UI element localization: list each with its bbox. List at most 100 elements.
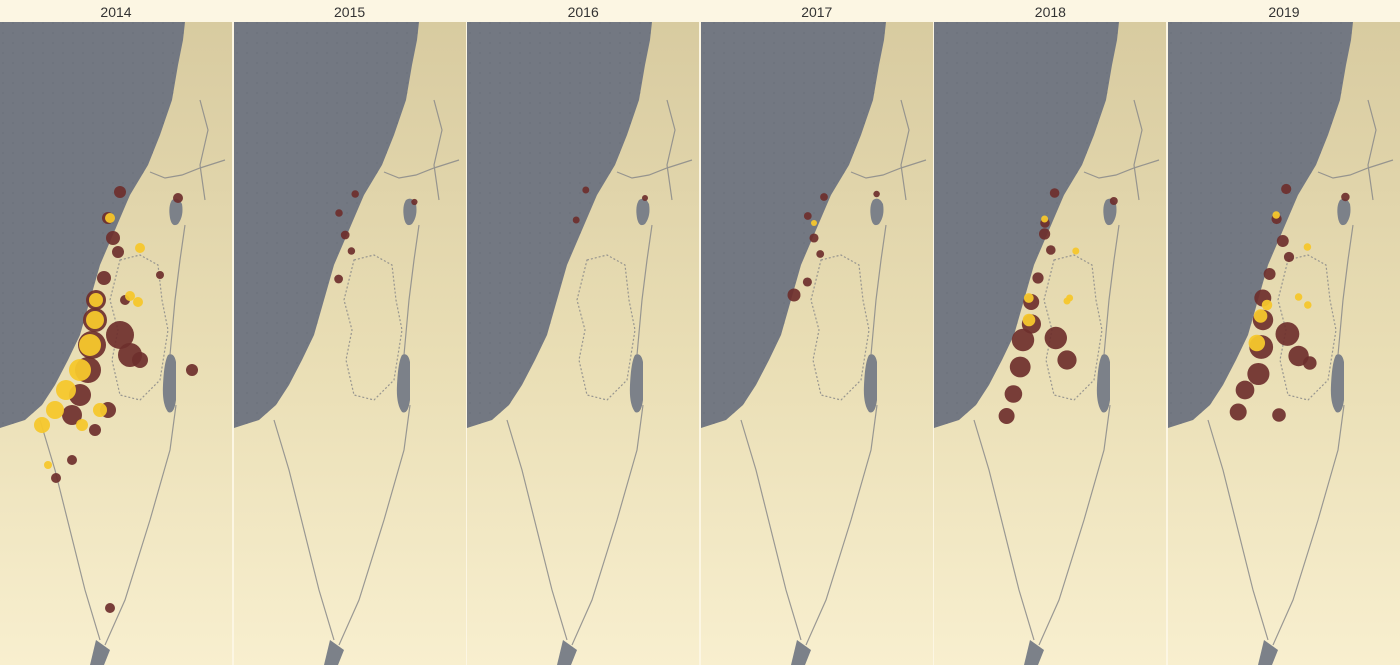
incident-point [1004,385,1023,403]
border-line [973,419,1035,641]
border-line [805,404,878,646]
lake-galilee [870,198,884,226]
border-line [149,159,226,179]
incident-point [1263,268,1276,280]
incident-point [112,246,124,258]
border-line [338,404,411,646]
border-line [616,159,693,179]
incident-point [334,209,343,217]
gulf-of-aqaba [90,640,110,665]
incident-point [97,271,111,285]
dark-incidents [572,186,649,224]
border-line [1043,254,1103,401]
border-line [740,419,802,641]
incident-point [1072,247,1080,255]
incident-point [89,293,103,307]
border-line [1207,419,1269,641]
incident-point [810,220,817,226]
border-line [1367,99,1377,201]
year-label-2018: 2018 [934,0,1167,22]
incident-point [1341,192,1350,202]
map-panel-2017[interactable]: 2017 [700,0,933,665]
border-line [1103,224,1120,356]
incident-point [56,380,76,400]
incident-point [1272,408,1286,422]
incident-point [582,186,590,194]
incident-point [76,419,88,431]
incident-point [44,461,52,469]
incident-point [809,233,819,243]
incident-point [132,352,148,368]
map-panel-2019[interactable]: 2019 [1167,0,1400,665]
border-line [571,404,644,646]
border-line [870,224,887,356]
dead-sea [162,354,176,413]
sea-texture [1167,22,1353,428]
incident-point [802,277,812,287]
incident-point [340,230,350,240]
incident-point [1010,356,1031,378]
incident-point [1050,188,1060,198]
incident-point [51,473,61,483]
map-panel-2016[interactable]: 2016 [467,0,700,665]
incident-point [1275,322,1300,346]
borders [39,99,226,646]
incident-point [1229,403,1247,421]
incident-point [34,417,50,433]
border-line [1133,99,1143,201]
dark-incidents [333,190,418,284]
incident-point [1023,313,1036,327]
yellow-incidents [34,213,145,469]
yellow-incidents [1248,211,1312,352]
map-2015 [233,22,466,665]
incident-point [62,405,82,425]
gulf-of-aqaba [1257,640,1278,665]
incident-point [79,334,101,356]
incident-point [135,243,145,253]
border-line [576,254,636,401]
border-line [900,99,910,201]
incident-point [1261,299,1273,311]
map-panel-2018[interactable]: 2018 [934,0,1167,665]
incident-point [1248,334,1266,352]
sea-texture [934,22,1120,428]
map-2019 [1167,22,1400,665]
incident-point [105,603,115,613]
yellow-incidents [810,220,817,226]
map-panel-2015[interactable]: 2015 [233,0,466,665]
incident-point [1272,211,1280,219]
incident-point [1283,251,1295,263]
incident-point [1044,326,1068,350]
incident-point [1304,301,1312,309]
lake-galilee [169,198,183,226]
border-line [402,224,420,356]
incident-point [1066,294,1074,302]
incident-point [67,455,77,465]
gulf-of-aqaba [323,640,344,665]
incident-point [106,321,134,349]
map-2014 [0,22,232,665]
lake-galilee [1337,198,1351,226]
incident-point [1024,293,1035,303]
map-panel-2014[interactable]: 2014 [0,0,232,665]
borders [1207,99,1394,646]
incident-point [156,271,164,279]
dead-sea [630,354,644,413]
lake-galilee [636,198,650,226]
incident-point [642,195,649,201]
incident-point [787,288,801,302]
border-line [1084,159,1160,179]
dead-sea [863,354,877,413]
incident-point [173,193,183,203]
incident-point [106,231,120,245]
gulf-of-aqaba [1024,640,1045,665]
incident-point [1302,356,1317,370]
incident-point [1247,362,1270,386]
incident-point [114,186,126,198]
incident-point [1281,183,1292,195]
incident-point [1012,328,1035,352]
incident-point [186,364,198,376]
border-line [666,99,676,201]
incident-point [46,401,64,419]
